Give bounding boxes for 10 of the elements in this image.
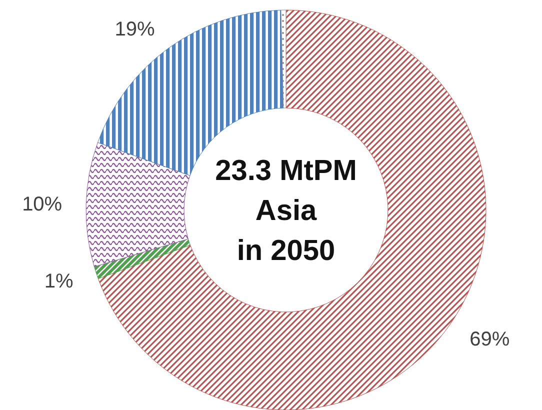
text: Asia — [255, 195, 318, 228]
data-label: 69% — [470, 328, 510, 350]
data-label: 1% — [44, 270, 74, 292]
data-label: 10% — [22, 194, 62, 216]
donut-slice — [86, 142, 190, 267]
data-label: 19% — [114, 18, 156, 40]
text: 23.3 MtPM — [215, 155, 357, 188]
text: in 2050 — [236, 235, 336, 268]
donut-slice — [94, 238, 190, 279]
donut-slice — [280, 10, 286, 108]
